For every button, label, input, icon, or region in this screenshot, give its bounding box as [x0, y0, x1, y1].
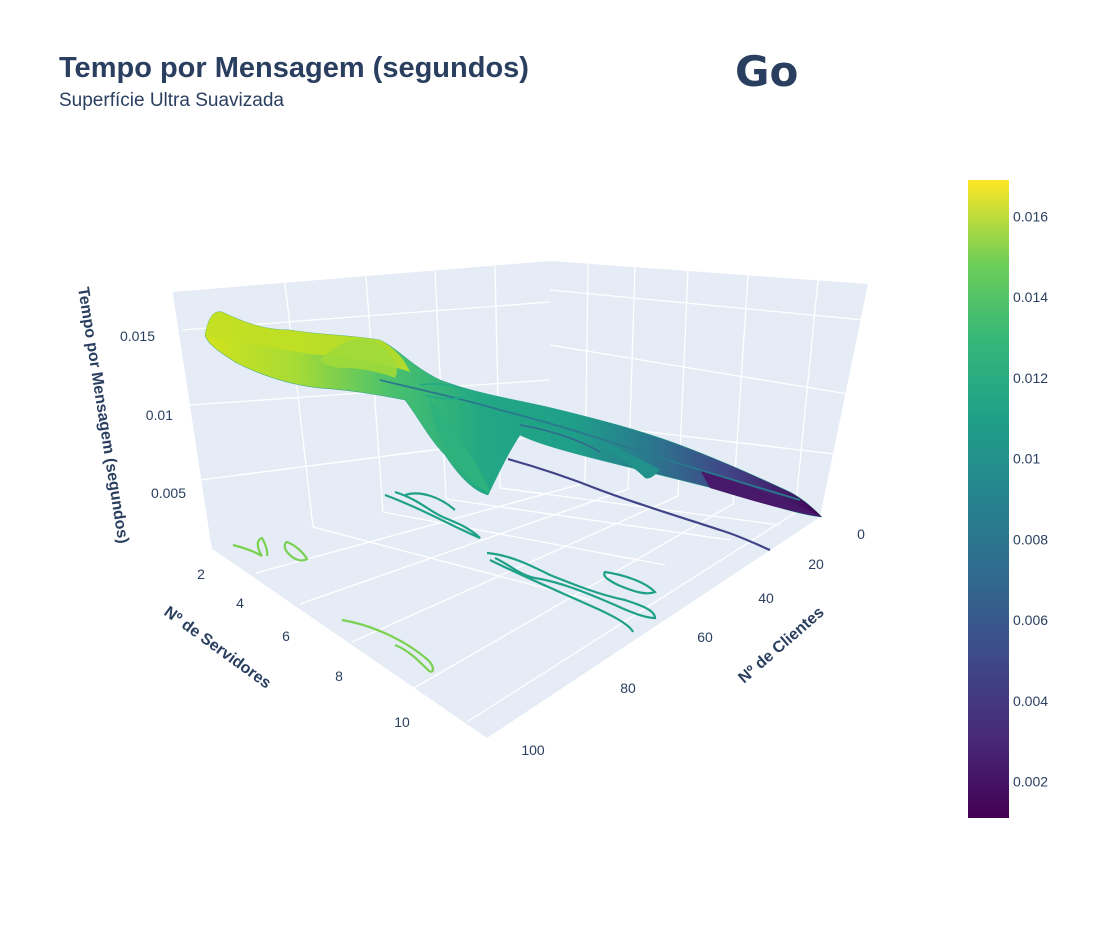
colorbar-tick-label: 0.002 [1013, 774, 1048, 790]
servers-tick-label: 10 [394, 714, 410, 730]
contour-line [603, 570, 657, 595]
colorbar-ticks: 0.002 0.004 0.006 0.008 0.01 0.012 0.014 0.016 [1013, 208, 1048, 789]
servers-tick-label: 8 [335, 668, 343, 684]
clients-tick-label: 80 [620, 680, 636, 696]
surface-fold [600, 440, 660, 479]
colorbar: 0.002 0.004 0.006 0.008 0.01 0.012 0.014 0.016 [968, 180, 1048, 818]
chart-subtitle: Superfície Ultra Suavizada [59, 90, 284, 111]
surface-dip [430, 400, 490, 493]
servers-tick-label: 4 [236, 595, 244, 611]
floor-contours [232, 457, 771, 673]
clients-tick-label: 100 [521, 742, 545, 758]
language-label: Go [735, 47, 798, 96]
contour-line [507, 457, 771, 552]
z-tick-label: 0.01 [146, 407, 173, 423]
surface-contour [419, 383, 472, 400]
colorbar-tick-label: 0.014 [1013, 289, 1048, 305]
contour-line [489, 559, 635, 633]
clients-tick-label: 60 [697, 629, 713, 645]
surface-low-end [700, 470, 822, 517]
z-axis-title: Tempo por Mensagem (segundos) [74, 286, 131, 545]
clients-axis-title: Nº de Clientes [735, 604, 827, 687]
clients-tick-label: 20 [808, 556, 824, 572]
colorbar-tick-label: 0.01 [1013, 451, 1040, 467]
servers-tick-label: 2 [197, 566, 205, 582]
grid-lines [171, 263, 865, 723]
contour-line [232, 536, 269, 557]
servers-axis-title: Nº de Servidores [161, 603, 274, 692]
servers-tick-label: 6 [282, 628, 290, 644]
contour-line [283, 540, 309, 562]
chart-title: Tempo por Mensagem (segundos) [59, 52, 529, 84]
colorbar-tick-label: 0.008 [1013, 531, 1048, 547]
clients-tick-label: 0 [857, 526, 865, 542]
clients-tick-label: 40 [758, 590, 774, 606]
surface [204, 311, 823, 518]
colorbar-tick-label: 0.016 [1013, 208, 1048, 224]
colorbar-tick-label: 0.006 [1013, 612, 1048, 628]
contour-line [341, 618, 434, 673]
colorbar-tick-label: 0.004 [1013, 693, 1048, 709]
z-axis: 0.015 0.01 0.005 Tempo por Mensagem (seg… [74, 286, 186, 545]
surface-peak [320, 338, 397, 378]
contour-line [384, 490, 481, 540]
z-tick-label: 0.015 [120, 328, 155, 344]
surface-contour [519, 424, 601, 453]
z-tick-label: 0.005 [151, 485, 186, 501]
colorbar-tick-label: 0.012 [1013, 370, 1048, 386]
contour-line [404, 492, 456, 511]
colorbar-gradient [968, 180, 1009, 818]
contour-line [486, 551, 657, 620]
